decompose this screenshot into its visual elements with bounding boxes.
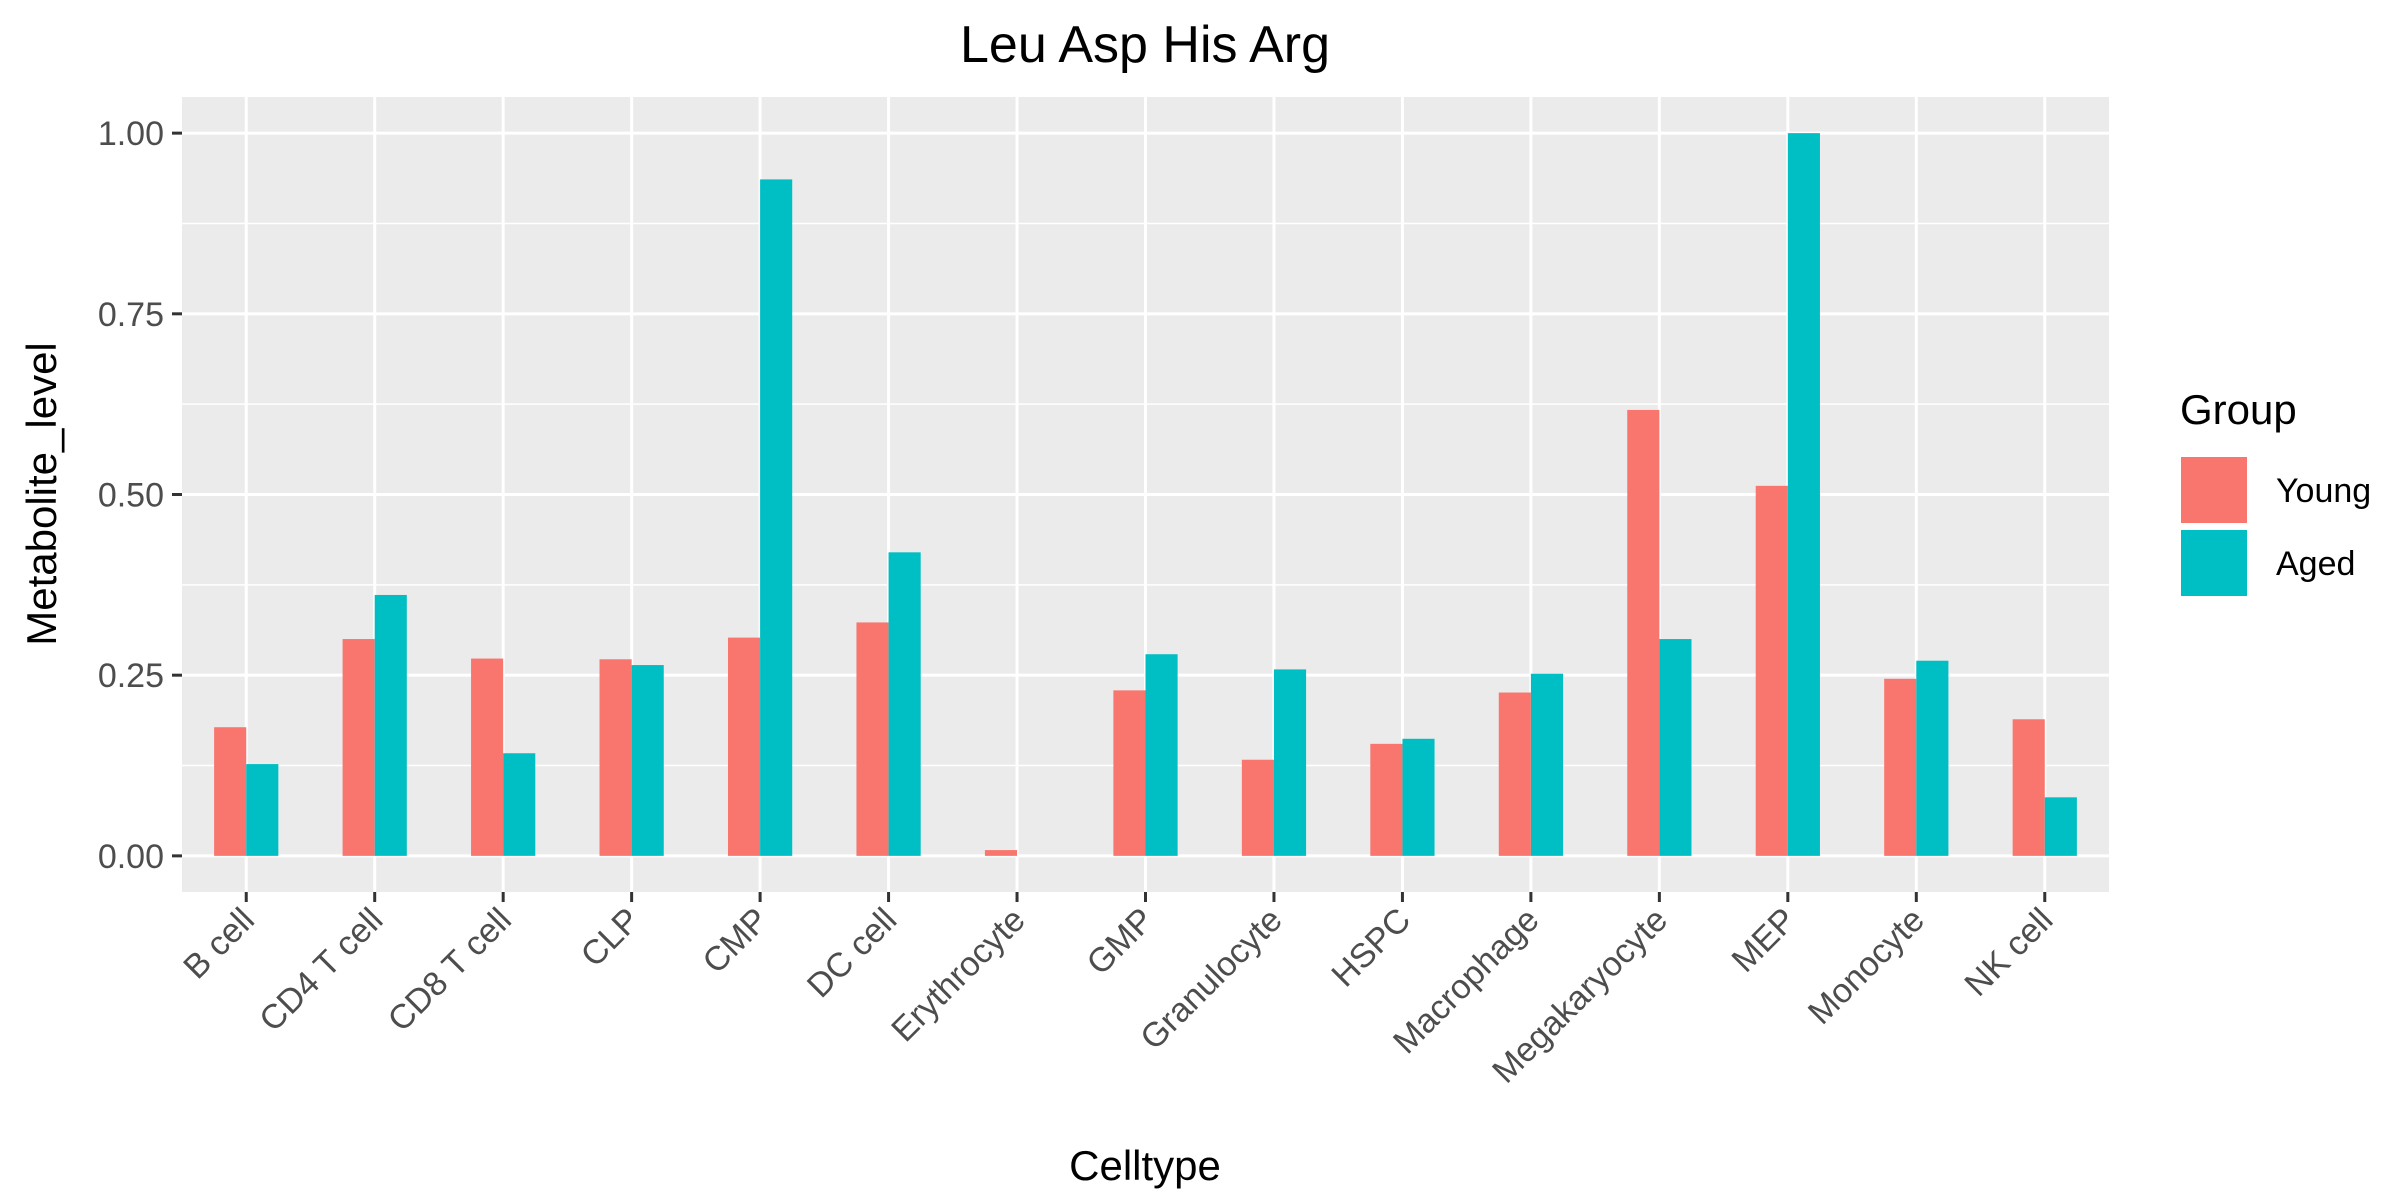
legend-label-aged: Aged (2276, 545, 2355, 583)
bar-aged-cd8-t-cell (503, 753, 536, 856)
y-tick-label: 0.50 (98, 477, 164, 515)
x-tick-label: NK cell (1957, 901, 2060, 1004)
x-tick-label: HSPC (1324, 901, 1418, 995)
bar-young-dc-cell (856, 622, 889, 856)
x-tick-label: GMP (1080, 901, 1162, 983)
x-tick-label: CMP (695, 901, 775, 981)
legend-key-aged (2181, 530, 2247, 596)
bar-aged-nk-cell (2044, 797, 2077, 856)
legend-label-young: Young (2276, 472, 2371, 510)
bar-aged-cd4-t-cell (374, 594, 407, 856)
y-tick-label: 0.75 (98, 296, 164, 334)
bar-aged-cmp (760, 179, 793, 856)
bar-aged-macrophage (1530, 673, 1564, 856)
bar-young-cmp (727, 637, 761, 856)
legend-key-young (2181, 457, 2247, 523)
x-tick-label: Erythrocyte (884, 901, 1032, 1049)
bar-young-granulocyte (1241, 759, 1274, 856)
x-tick-label: CD8 T cell (381, 901, 519, 1039)
bar-aged-b-cell (246, 764, 279, 856)
bar-aged-monocyte (1916, 660, 1949, 856)
x-tick-label: Monocyte (1801, 901, 1932, 1032)
y-tick-label: 0.25 (98, 657, 164, 695)
x-tick-label: MEP (1725, 901, 1804, 980)
bar-young-gmp (1113, 690, 1146, 856)
bar-young-b-cell (214, 727, 247, 856)
legend: Group Young Aged (2180, 386, 2371, 596)
bar-young-mep (1755, 485, 1788, 856)
x-tick-label: CLP (574, 901, 648, 975)
bar-young-clp (599, 659, 632, 856)
bar-young-cd4-t-cell (342, 639, 375, 856)
x-tick-label: CD4 T cell (252, 901, 390, 1039)
bar-young-monocyte (1884, 678, 1917, 856)
bar-young-hspc (1370, 743, 1403, 856)
bar-young-cd8-t-cell (471, 658, 504, 856)
y-tick-label: 0.00 (98, 838, 164, 876)
bar-aged-hspc (1402, 738, 1435, 856)
legend-title: Group (2180, 386, 2297, 433)
bar-young-erythrocyte (984, 850, 1018, 856)
bar-aged-mep (1787, 133, 1820, 856)
x-tick-label: B cell (176, 901, 262, 987)
x-tick-label: DC cell (800, 901, 904, 1005)
x-axis-title: Celltype (1069, 1142, 1221, 1189)
bar-aged-clp (631, 665, 664, 856)
bar-aged-megakaryocyte (1659, 639, 1692, 856)
bar-young-macrophage (1498, 692, 1531, 856)
y-tick-label: 1.00 (98, 115, 164, 153)
bar-aged-gmp (1145, 654, 1178, 856)
bar-aged-granulocyte (1273, 669, 1307, 856)
bar-young-megakaryocyte (1627, 409, 1660, 856)
y-axis: 0.00 0.25 0.50 0.75 1.00 (98, 115, 182, 876)
bars (214, 133, 2077, 856)
y-axis-title: Metabolite_level (18, 342, 65, 646)
bar-young-nk-cell (2012, 719, 2045, 856)
bar-aged-dc-cell (888, 552, 921, 856)
chart-title: Leu Asp His Arg (960, 16, 1330, 74)
